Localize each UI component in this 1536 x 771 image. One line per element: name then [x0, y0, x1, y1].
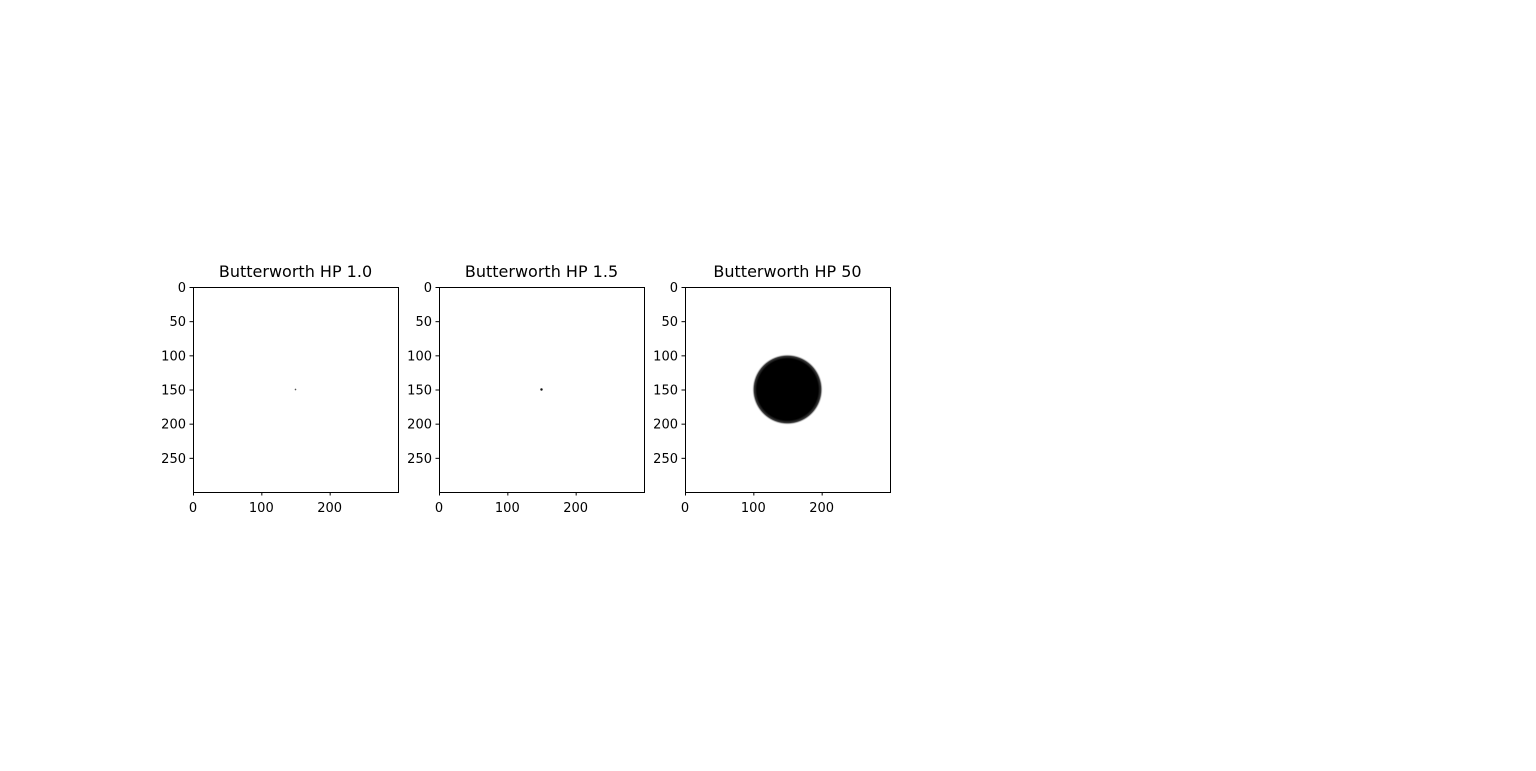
- y-tick-label: 50: [661, 315, 678, 330]
- subplot-title: Butterworth HP 50: [713, 262, 861, 281]
- y-tick-label: 250: [407, 452, 432, 467]
- y-tick-label: 100: [407, 349, 432, 364]
- subplot-title: Butterworth HP 1.5: [465, 262, 618, 281]
- stopband-disk: [751, 353, 824, 426]
- subplot-1: Butterworth HP 1.0 0 50 100 150 200 250 0 100 200: [161, 262, 399, 516]
- y-tick-label: 200: [653, 418, 678, 433]
- y-tick-label: 150: [407, 384, 432, 399]
- y-tick-label: 0: [424, 281, 432, 296]
- y-tick-label: 100: [653, 349, 678, 364]
- axes-frame: [193, 287, 399, 493]
- stopband-dot: [540, 388, 543, 391]
- axes-frame: [439, 287, 645, 493]
- x-tick-label: 100: [741, 501, 766, 516]
- y-tick-label: 150: [161, 384, 186, 399]
- x-tick-label: 100: [249, 501, 274, 516]
- y-tick-label: 250: [161, 452, 186, 467]
- subplot-2: Butterworth HP 1.5 0 50 100 150 200 250 0 100 200: [407, 262, 645, 516]
- x-tick-label: 200: [809, 501, 834, 516]
- y-tick-label: 200: [407, 418, 432, 433]
- x-tick-label: 100: [495, 501, 520, 516]
- y-tick-label: 100: [161, 349, 186, 364]
- x-tick-label: 200: [563, 501, 588, 516]
- stopband-dot: [294, 388, 297, 391]
- y-tick-label: 150: [653, 384, 678, 399]
- x-tick-label: 0: [681, 501, 689, 516]
- y-tick-label: 50: [415, 315, 432, 330]
- y-tick-label: 250: [653, 452, 678, 467]
- x-tick-label: 0: [189, 501, 197, 516]
- subplot-3: Butterworth HP 50 0 50 100 150 200 250 0 100 200: [653, 262, 891, 516]
- y-tick-label: 0: [670, 281, 678, 296]
- x-tick-label: 0: [435, 501, 443, 516]
- subplot-title: Butterworth HP 1.0: [219, 262, 372, 281]
- x-tick-label: 200: [317, 501, 342, 516]
- y-tick-label: 0: [178, 281, 186, 296]
- y-tick-label: 50: [169, 315, 186, 330]
- axes-frame: [685, 287, 891, 493]
- y-tick-label: 200: [161, 418, 186, 433]
